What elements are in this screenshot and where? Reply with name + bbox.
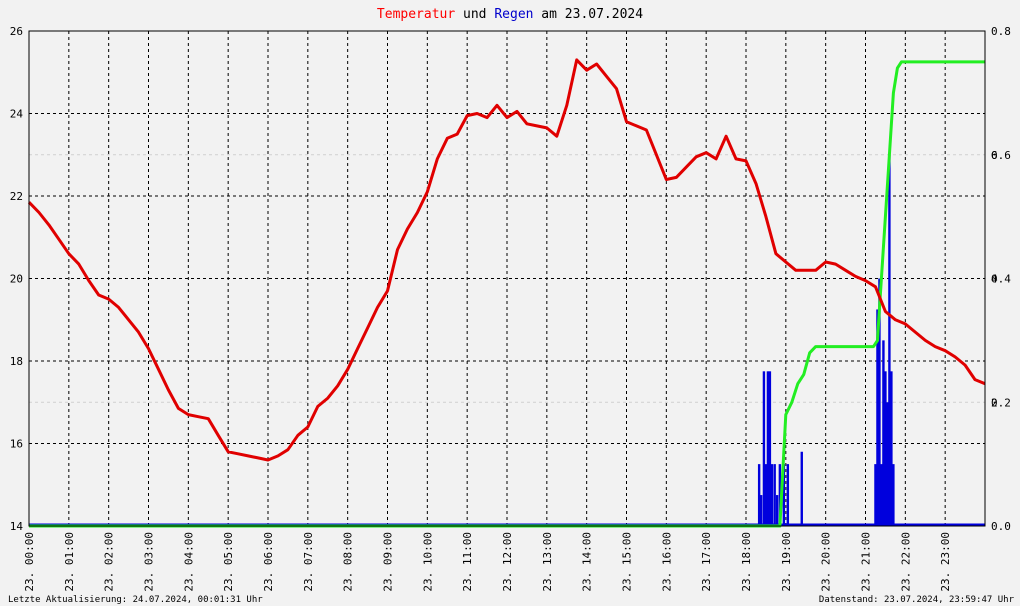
y-right-rate-tick-label: 0.6: [991, 149, 1011, 162]
rain-rate-bar: [778, 464, 782, 526]
title-date: am 23.07.2024: [533, 7, 643, 22]
y-left-tick-label: 24: [10, 108, 24, 121]
rain-rate-bar: [888, 154, 891, 526]
rain-rate-bar: [880, 464, 883, 526]
rain-rate-bar: [876, 309, 879, 526]
rain-rate-bar: [892, 464, 895, 526]
title-temperature: Temperatur: [377, 7, 455, 22]
x-tick-label: 23. 22:00: [899, 532, 912, 592]
y-right-total-tick-label: 6: [991, 149, 998, 162]
rain-rate-bar: [766, 371, 770, 526]
x-tick-label: 23. 15:00: [621, 532, 634, 592]
x-tick-label: 23. 18:00: [740, 532, 753, 592]
footer-last-update: Letzte Aktualisierung: 24.07.2024, 00:01…: [8, 595, 263, 605]
chart-title: Temperatur und Regen am 23.07.2024: [377, 7, 643, 22]
x-tick-label: 23. 12:00: [501, 532, 514, 592]
y-right-rate-tick-label: 0.8: [991, 25, 1011, 38]
rain-rate-bar: [764, 464, 768, 526]
rain-rate-bar: [773, 464, 776, 526]
title-rain: Regen: [494, 7, 533, 22]
rain-rate-bar: [770, 464, 774, 526]
y-right-total-tick-label: 2: [991, 396, 998, 409]
rain-rate-bar: [800, 451, 803, 526]
x-tick-label: 23. 00:00: [23, 532, 36, 592]
x-tick-label: 23. 08:00: [342, 532, 355, 592]
x-tick-label: 23. 17:00: [700, 532, 713, 592]
rain-rate-bar: [759, 495, 763, 526]
rain-rate-bar: [890, 371, 893, 526]
rain-rate-bar: [786, 464, 790, 526]
x-tick-label: 23. 19:00: [780, 532, 793, 592]
y-left-tick-label: 18: [10, 355, 23, 368]
x-tick-label: 23. 13:00: [541, 532, 554, 592]
y-left-tick-label: 26: [10, 25, 23, 38]
y-right-total-tick-label: 4: [991, 273, 998, 286]
x-tick-label: 23. 03:00: [143, 532, 156, 592]
y-left-tick-label: 14: [10, 520, 24, 533]
x-tick-label: 23. 07:00: [302, 532, 315, 592]
x-tick-label: 23. 02:00: [103, 532, 116, 592]
x-tick-label: 23. 04:00: [182, 532, 195, 592]
rain-rate-bar: [874, 464, 877, 526]
rain-rate-bar: [782, 464, 786, 526]
x-tick-label: 23. 01:00: [63, 532, 76, 592]
x-tick-label: 23. 10:00: [421, 532, 434, 592]
rain-rate-bar: [757, 464, 761, 526]
rain-rate-bar: [886, 402, 889, 526]
plot-border: [28, 30, 986, 527]
y-left-tick-label: 22: [10, 190, 23, 203]
y-right-rate-tick-label: 0.2: [991, 396, 1011, 409]
grid: [29, 31, 985, 526]
x-tick-label: 23. 20:00: [820, 532, 833, 592]
x-tick-label: 23. 23:00: [939, 532, 952, 592]
x-tick-label: 23. 06:00: [262, 532, 275, 592]
y-right-rate-tick-label: 0.4: [991, 273, 1011, 286]
title-connector: und: [455, 7, 494, 22]
y-left-tick-label: 16: [10, 438, 23, 451]
rain-rate-bar: [878, 278, 881, 526]
y-left-tick-label: 20: [10, 273, 23, 286]
x-tick-label: 23. 21:00: [860, 532, 873, 592]
rain-rate-bar: [775, 495, 779, 526]
footer-data-status: Datenstand: 23.07.2024, 23:59:47 Uhr: [819, 595, 1015, 605]
x-tick-label: 23. 16:00: [660, 532, 673, 592]
x-tick-label: 23. 14:00: [581, 532, 594, 592]
x-tick-label: 23. 11:00: [461, 532, 474, 592]
rain-rate-bar: [884, 371, 887, 526]
rain-rate-bar: [762, 371, 766, 526]
rain-total-line: [29, 60, 985, 528]
rain-rate-bar: [768, 371, 772, 526]
y-right-rate-tick-label: 0.0: [991, 520, 1011, 533]
line-series: [27, 58, 986, 528]
x-tick-label: 23. 05:00: [222, 532, 235, 592]
rain-rate-bar: [882, 340, 885, 526]
x-tick-label: 23. 09:00: [382, 532, 395, 592]
plot-frame: [28, 30, 986, 527]
temperature-line: [27, 58, 986, 462]
